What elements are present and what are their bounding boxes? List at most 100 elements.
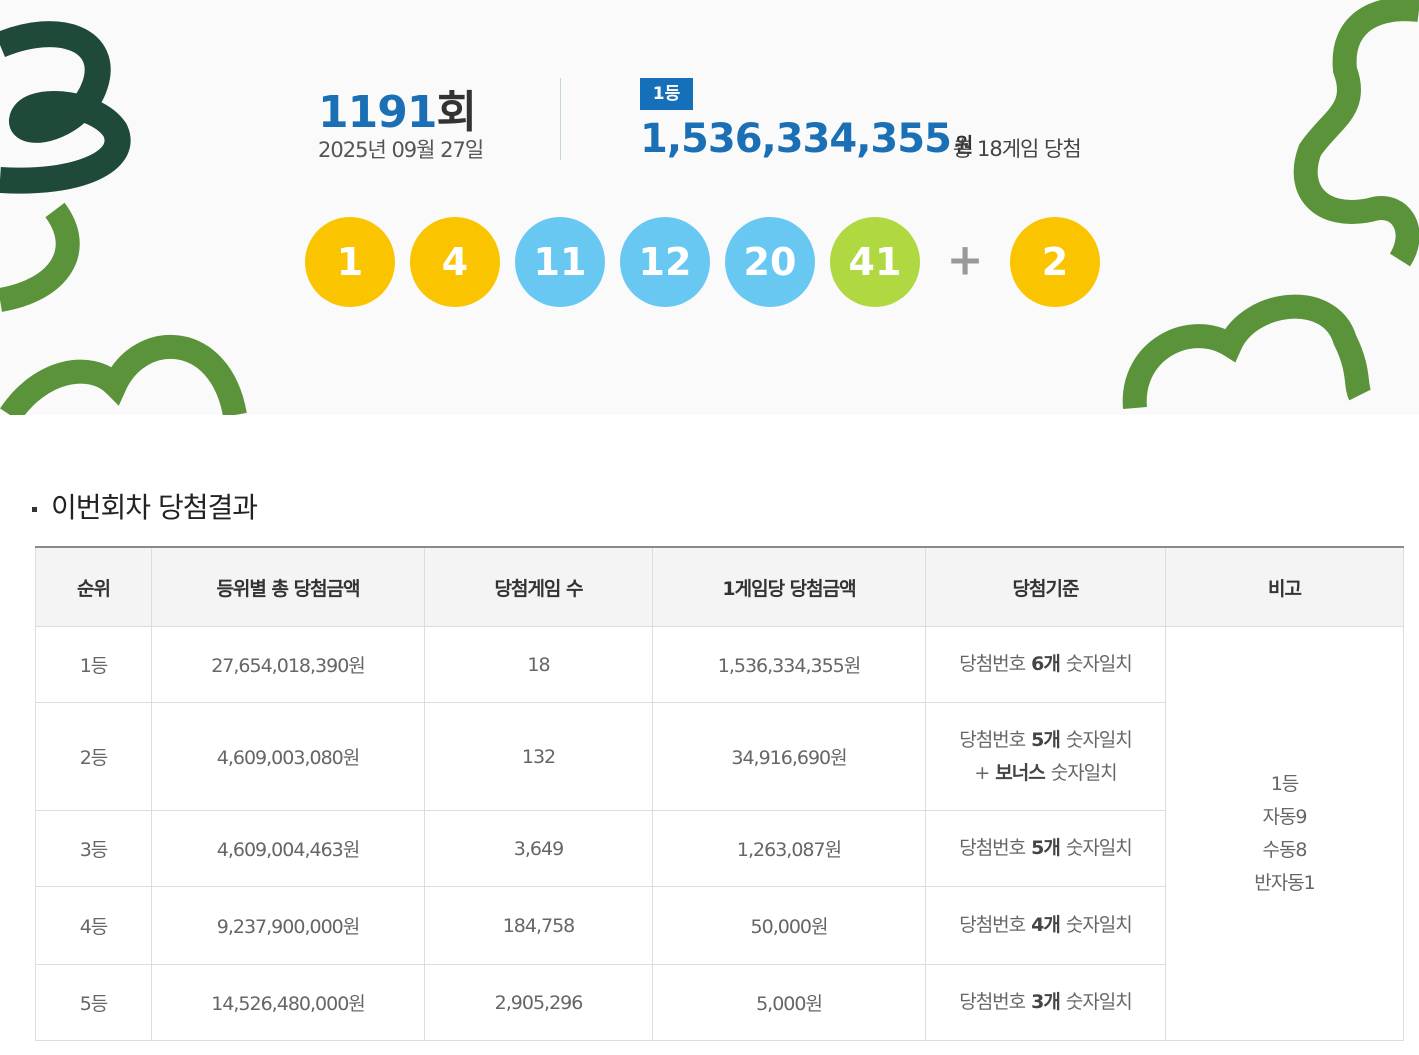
ball-circle (830, 217, 920, 307)
cell-criteria: 당첨번호 3개 숫자일치 (925, 964, 1166, 1041)
table-row: 3등 4,609,004,463원 3,649 1,263,087원 당첨번호 5개 숫자일… (35, 810, 1404, 887)
cell-games: 2,905,296 (424, 964, 653, 1041)
ball-number: 2 (1042, 240, 1068, 284)
criteria-part: 5개 (1031, 837, 1061, 859)
ball-number: 11 (534, 240, 587, 284)
ball: 2 (1010, 217, 1100, 307)
cell-rank: 2등 (35, 702, 152, 811)
cell-total: 4,609,004,463원 (151, 810, 425, 887)
criteria-part: + (974, 761, 990, 784)
ball: 12 (620, 217, 710, 307)
ball-circle (1010, 217, 1100, 307)
swirl (0, 21, 131, 194)
ball: 20 (725, 217, 815, 307)
criteria-part: 당첨번호 (959, 991, 1026, 1013)
cell-per-game: 50,000원 (652, 886, 926, 965)
criteria-line: 당첨번호 3개 숫자일치 (927, 986, 1164, 1019)
criteria-line: 당첨번호 4개 숫자일치 (927, 909, 1164, 942)
criteria-line: 당첨번호 5개 숫자일치 (927, 832, 1164, 865)
criteria-part: 보너스 (995, 761, 1045, 784)
cell-games: 18 (424, 626, 653, 703)
ball-circle (515, 217, 605, 307)
arc (0, 334, 247, 415)
ball-number: 41 (849, 240, 902, 284)
cell-per-game: 1,263,087원 (652, 810, 926, 887)
criteria-part: 당첨번호 (959, 914, 1026, 936)
criteria-part: 4개 (1031, 914, 1061, 936)
arc (0, 202, 80, 312)
criteria-part: 당첨번호 (959, 837, 1026, 859)
ball-number: 12 (639, 240, 692, 284)
column-header: 순위 (35, 546, 152, 627)
criteria-part: 숫자일치 (1065, 653, 1133, 675)
first-badge: 1등 (640, 78, 693, 110)
criteria-part: 5개 (1031, 728, 1061, 751)
ball-circle (305, 217, 395, 307)
ball: 11 (515, 217, 605, 307)
ball-number: 20 (744, 240, 797, 284)
criteria-part: 3개 (1031, 991, 1061, 1013)
draw-date: 2025년 09월 27일 (318, 138, 484, 162)
criteria-part: 숫자일치 (1065, 914, 1133, 936)
criteria-part: 숫자일치 (1065, 991, 1133, 1013)
winners-note: 총 18게임 당첨 (953, 137, 1082, 161)
cell-per-game: 1,536,334,355원 (652, 626, 926, 703)
cell-rank: 4등 (35, 886, 152, 965)
ball-row: 1 4 11 12 20 41 +2 (305, 217, 1100, 307)
criteria-part: 숫자일치 (1065, 837, 1133, 859)
note-line: 반자동1 (1254, 871, 1316, 894)
table-row: 4등 9,237,900,000원 184,758 50,000원 당첨번호 4개 숫자일치 (35, 886, 1404, 965)
column-header: 비고 (1165, 546, 1404, 627)
cell-total: 14,526,480,000원 (151, 964, 425, 1041)
cell-note: 1등 자동9 수동8 반자동1 (1165, 626, 1404, 1041)
cell-total: 27,654,018,390원 (151, 626, 425, 703)
cell-criteria: 당첨번호 6개 숫자일치 (925, 626, 1166, 703)
criteria-part: 숫자일치 (1065, 728, 1133, 751)
ball-circle (410, 217, 500, 307)
cell-criteria: 당첨번호 5개 숫자일치 + 보너스 숫자일치 (925, 702, 1166, 811)
arc (1122, 294, 1372, 410)
cell-games: 3,649 (424, 810, 653, 887)
arc (1293, 0, 1419, 267)
result-table: 순위 등위별 총 당첨금액 당첨게임 수 1게임당 당첨금액 당첨기준 비고 1등 27,65… (35, 546, 1404, 1041)
first-prize: 1,536,334,355 원 (640, 116, 973, 162)
criteria-part: 당첨번호 (959, 653, 1026, 675)
cell-games: 132 (424, 702, 653, 811)
cell-total: 4,609,003,080원 (151, 702, 425, 811)
hero-area: 1191회 2025년 09월 27일 1등 1,536,334,355 원 총 … (0, 0, 1419, 415)
prize-amount: 1,536,334,355 (640, 116, 952, 162)
section-title: 이번회차 당첨결과 (32, 486, 258, 526)
table-body: 1등 27,654,018,390원 18 1,536,334,355원 당첨번호 6개 숫… (35, 626, 1404, 1041)
criteria-part: 당첨번호 (959, 728, 1026, 751)
ball-number: 1 (337, 240, 363, 284)
cell-total: 9,237,900,000원 (151, 886, 425, 965)
table-row: 2등 4,609,003,080원 132 34,916,690원 당첨번호 5개 숫자일치… (35, 702, 1404, 811)
criteria-line: + 보너스 숫자일치 (927, 757, 1164, 790)
table-row: 5등 14,526,480,000원 2,905,296 5,000원 당첨번호 3개 숫자… (35, 964, 1404, 1041)
round-number: 1191 (318, 87, 437, 138)
ball-circle (620, 217, 710, 307)
column-header: 등위별 총 당첨금액 (151, 546, 425, 627)
decoration (0, 0, 1419, 415)
cell-criteria: 당첨번호 4개 숫자일치 (925, 886, 1166, 965)
note-line: 수동8 (1262, 838, 1307, 861)
ball: 41 (830, 217, 920, 307)
prize-unit: 원 (954, 133, 973, 157)
ball: 4 (410, 217, 500, 307)
note-line: 자동9 (1262, 805, 1307, 828)
table-row: 1등 27,654,018,390원 18 1,536,334,355원 당첨번호 6개 숫… (35, 626, 1404, 1041)
divider (560, 78, 561, 160)
round-suffix: 회 (436, 87, 476, 138)
criteria-part: 6개 (1031, 653, 1061, 675)
cell-rank: 1등 (35, 626, 152, 703)
column-header: 1게임당 당첨금액 (652, 546, 926, 627)
plus: + (947, 235, 984, 286)
cell-rank: 3등 (35, 810, 152, 887)
cell-per-game: 34,916,690원 (652, 702, 926, 811)
round: 1191회 (318, 76, 477, 140)
criteria-part: 숫자일치 (1050, 761, 1118, 784)
column-header: 당첨기준 (925, 546, 1166, 627)
ball: 1 (305, 217, 395, 307)
